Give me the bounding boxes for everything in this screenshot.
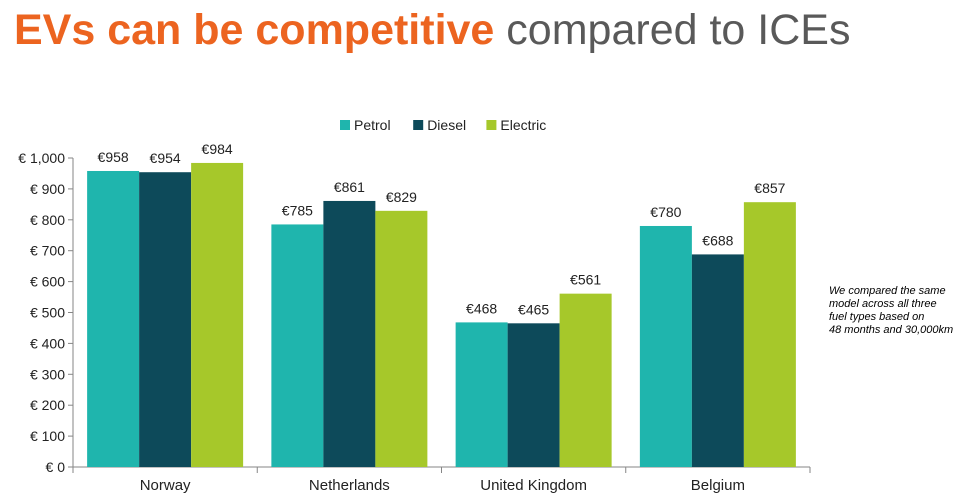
data-label: €780 bbox=[650, 204, 681, 220]
y-tick-label: € 200 bbox=[30, 397, 65, 413]
y-tick-label: € 100 bbox=[30, 428, 65, 444]
title-highlight: EVs can be competitive bbox=[14, 6, 495, 54]
y-tick-label: € 300 bbox=[30, 366, 65, 382]
x-tick-label: Norway bbox=[140, 477, 191, 494]
legend-swatch-petrol bbox=[340, 120, 350, 130]
data-label: €829 bbox=[386, 189, 417, 205]
x-tick-label: Netherlands bbox=[309, 477, 390, 494]
bar-petrol bbox=[271, 224, 324, 467]
bar-petrol bbox=[639, 225, 692, 467]
y-tick-label: € 700 bbox=[30, 243, 65, 259]
data-label: €861 bbox=[334, 179, 365, 195]
data-label: €954 bbox=[150, 150, 181, 166]
data-label: €688 bbox=[702, 232, 733, 248]
bar-diesel bbox=[507, 323, 560, 467]
bar-diesel bbox=[691, 254, 744, 467]
data-label: €785 bbox=[282, 202, 313, 218]
y-tick-label: € 500 bbox=[30, 305, 65, 321]
y-tick-label: € 900 bbox=[30, 181, 65, 197]
bar-petrol bbox=[87, 170, 140, 467]
page-title: EVs can be competitive compared to ICEs bbox=[14, 6, 850, 55]
y-tick-label: € 1,000 bbox=[18, 150, 65, 166]
legend-swatch-electric bbox=[486, 120, 497, 130]
data-label: €958 bbox=[98, 149, 129, 165]
legend-label: Petrol bbox=[354, 117, 391, 133]
data-label: €561 bbox=[570, 272, 601, 288]
data-label: €984 bbox=[202, 141, 233, 157]
legend-label: Diesel bbox=[427, 117, 466, 133]
bar-electric bbox=[743, 202, 796, 467]
bar-petrol bbox=[455, 322, 508, 467]
data-label: €857 bbox=[754, 180, 785, 196]
bar-electric bbox=[375, 210, 428, 468]
bar-diesel bbox=[139, 172, 192, 468]
legend-label: Electric bbox=[500, 117, 546, 133]
y-tick-label: € 800 bbox=[30, 212, 65, 228]
bar-electric bbox=[559, 293, 612, 467]
x-tick-label: United Kingdom bbox=[480, 477, 587, 494]
data-label: €465 bbox=[518, 301, 549, 317]
bar-electric bbox=[191, 162, 244, 467]
x-tick-label: Belgium bbox=[691, 477, 745, 494]
y-tick-label: € 0 bbox=[46, 459, 66, 475]
title-rest: compared to ICEs bbox=[494, 6, 851, 54]
y-tick-label: € 400 bbox=[30, 335, 65, 351]
legend-swatch-diesel bbox=[413, 120, 424, 130]
methodology-note: We compared the same model across all th… bbox=[829, 285, 954, 336]
y-tick-label: € 600 bbox=[30, 274, 65, 290]
data-label: €468 bbox=[466, 300, 497, 316]
bar-diesel bbox=[323, 200, 376, 468]
